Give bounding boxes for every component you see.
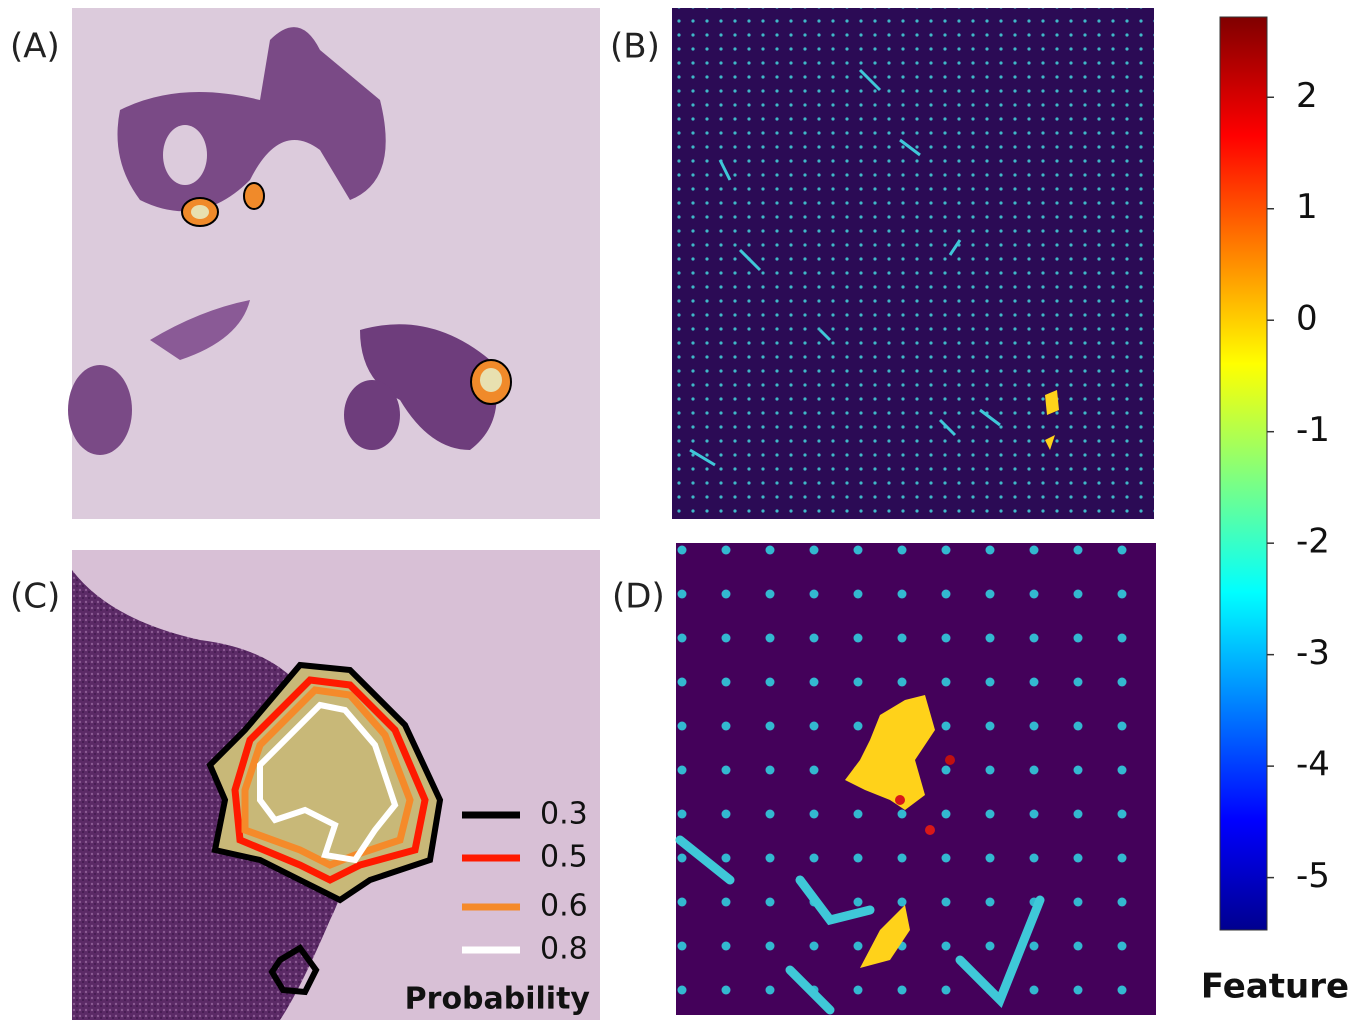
panel-d-image — [676, 543, 1156, 1015]
colorbar-tick-label: -1 — [1296, 410, 1330, 450]
colorbar-tick-label: 1 — [1296, 187, 1318, 227]
panel-c-image — [72, 550, 600, 1020]
legend-value: 0.6 — [540, 889, 588, 924]
colorbar — [1220, 17, 1267, 930]
legend-value: 0.8 — [540, 932, 588, 967]
panel-label: (C) — [10, 577, 60, 617]
panel-label: (A) — [10, 27, 60, 67]
colorbar-tick-label: -2 — [1296, 522, 1330, 562]
figure: (A) (B) (C) (D) 0.3 0.5 0.6 0.8 Probability 2 1 0 -1… — [0, 0, 1371, 1023]
legend-value: 0.5 — [540, 840, 588, 875]
colorbar-tick-label: -4 — [1296, 745, 1330, 785]
panel-label: (D) — [612, 577, 665, 617]
legend-title: Probability — [405, 982, 591, 1017]
legend-value: 0.3 — [540, 797, 588, 832]
colorbar-label: Feature — [1201, 967, 1349, 1007]
colorbar-tick-label: 2 — [1296, 76, 1318, 116]
panel-label: (B) — [610, 27, 660, 67]
panel-b-image — [672, 8, 1154, 519]
colorbar-tick-label: -3 — [1296, 633, 1330, 673]
colorbar-tick-label: -5 — [1296, 856, 1330, 896]
colorbar-tick-label: 0 — [1296, 299, 1318, 339]
panel-a-image — [68, 8, 600, 519]
